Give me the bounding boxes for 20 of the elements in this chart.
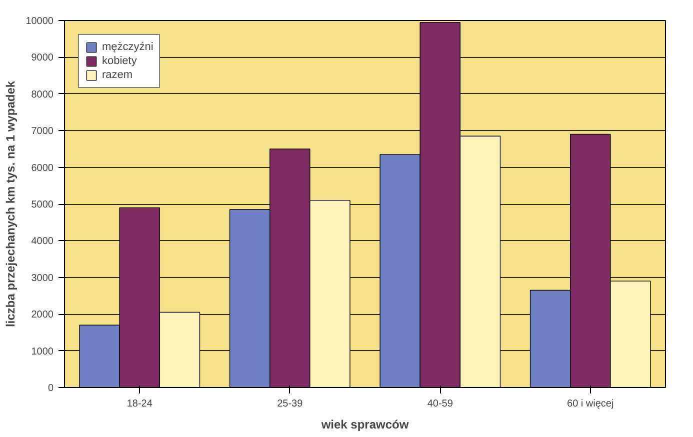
- y-tick-label: 1000: [31, 346, 54, 358]
- y-tick-label: 4000: [31, 236, 54, 248]
- x-tick-label: 40-59: [427, 398, 454, 410]
- x-tick-label: 18-24: [126, 398, 153, 410]
- y-tick-label: 9000: [31, 52, 54, 64]
- x-tick-label: 60 i więcej: [567, 398, 614, 410]
- y-tick-label: 8000: [31, 89, 54, 100]
- legend-label: kobiety: [102, 55, 137, 67]
- y-tick-label: 10000: [26, 16, 54, 27]
- x-axis-title: wiek sprawców: [320, 418, 410, 432]
- y-tick-label: 2000: [31, 310, 54, 321]
- y-tick-label: 0: [48, 383, 54, 394]
- y-axis-title: liczba przejechanych km tys. na 1 wypadek: [4, 80, 18, 328]
- legend-label: razem: [102, 69, 133, 81]
- y-tick-label: 7000: [31, 126, 54, 138]
- y-tick-label: 3000: [31, 272, 54, 284]
- legend-label: mężczyźni: [102, 41, 154, 53]
- x-tick-label: 25-39: [277, 398, 304, 410]
- y-tick-label: 5000: [31, 200, 54, 210]
- y-tick-label: 6000: [31, 162, 54, 174]
